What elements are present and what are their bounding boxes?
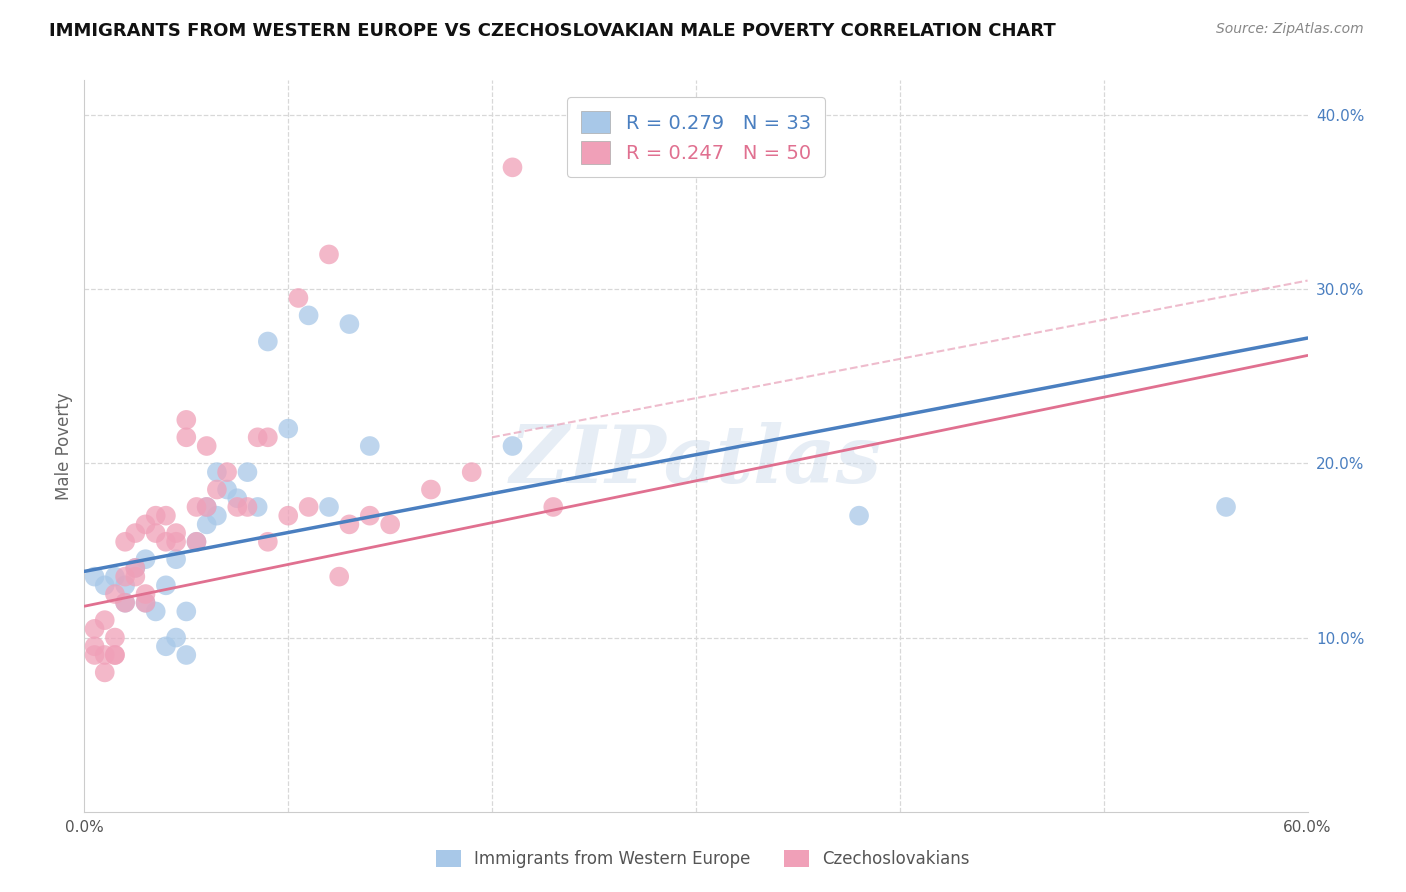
Point [135,517,157,532]
Point [257,430,280,444]
Point [287,291,309,305]
Point [93,648,115,662]
Point [186,500,208,514]
Point [420,483,443,497]
Point [298,500,321,514]
Point [135,552,157,566]
Point [186,534,208,549]
Point [246,500,269,514]
Point [124,569,146,583]
Point [318,247,340,261]
Point [135,587,157,601]
Point [339,517,361,532]
Point [83,622,105,636]
Point [257,334,280,349]
Point [318,500,340,514]
Point [155,640,177,654]
Point [205,483,228,497]
Point [339,317,361,331]
Point [104,631,127,645]
Point [104,587,127,601]
Point [93,578,115,592]
Point [257,534,280,549]
Point [246,430,269,444]
Point [359,508,381,523]
Point [83,648,105,662]
Text: IMMIGRANTS FROM WESTERN EUROPE VS CZECHOSLOVAKIAN MALE POVERTY CORRELATION CHART: IMMIGRANTS FROM WESTERN EUROPE VS CZECHO… [49,22,1056,40]
Point [236,465,259,479]
Point [114,578,136,592]
Point [135,596,157,610]
Point [543,500,565,514]
Point [83,640,105,654]
Point [104,648,127,662]
Point [174,413,197,427]
Point [124,561,146,575]
Point [155,578,177,592]
Point [195,500,218,514]
Point [114,596,136,610]
Point [135,596,157,610]
Point [226,500,249,514]
Point [165,631,187,645]
Point [195,500,218,514]
Point [174,604,197,618]
Point [83,569,105,583]
Point [165,534,187,549]
Point [93,613,115,627]
Point [124,526,146,541]
Point [461,465,484,479]
Legend: R = 0.279   N = 33, R = 0.247   N = 50: R = 0.279 N = 33, R = 0.247 N = 50 [568,97,824,178]
Point [195,517,218,532]
Point [145,604,167,618]
Point [502,161,524,175]
Point [104,648,127,662]
Text: ZIPatlas: ZIPatlas [510,422,882,500]
Point [145,508,167,523]
Point [186,534,208,549]
Point [205,508,228,523]
Point [114,596,136,610]
Point [298,309,321,323]
Y-axis label: Male Poverty: Male Poverty [55,392,73,500]
Point [155,508,177,523]
Point [93,665,115,680]
Point [328,569,350,583]
Point [145,526,167,541]
Point [124,561,146,575]
Point [1215,500,1237,514]
Point [104,569,127,583]
Point [174,648,197,662]
Point [155,534,177,549]
Point [359,439,381,453]
Point [174,430,197,444]
Point [277,508,299,523]
Point [236,500,259,514]
Point [114,534,136,549]
Point [217,465,239,479]
Point [195,439,218,453]
Point [502,439,524,453]
Point [114,569,136,583]
Point [226,491,249,506]
Point [165,552,187,566]
Legend: Immigrants from Western Europe, Czechoslovakians: Immigrants from Western Europe, Czechosl… [429,843,977,875]
Point [205,465,228,479]
Point [380,517,402,532]
Point [277,421,299,435]
Point [165,526,187,541]
Point [848,508,870,523]
Text: Source: ZipAtlas.com: Source: ZipAtlas.com [1216,22,1364,37]
Point [217,483,239,497]
